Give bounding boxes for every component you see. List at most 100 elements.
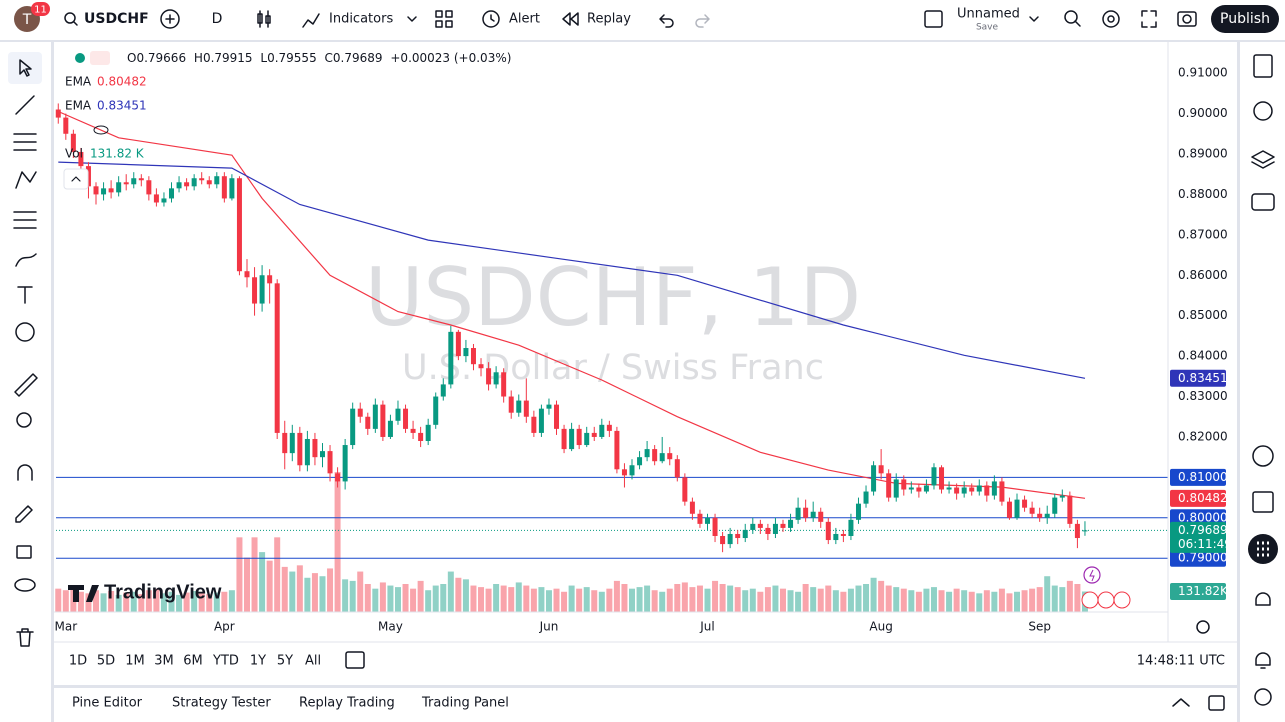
candle-body [780, 523, 786, 528]
candle-body [614, 430, 620, 470]
y-tick-label: 0.90000 [1178, 106, 1228, 120]
volume-bar [425, 590, 432, 612]
range-button[interactable]: 1Y [250, 654, 266, 669]
line-tool[interactable] [15, 95, 35, 115]
layouts[interactable] [435, 10, 453, 28]
chats[interactable] [1251, 193, 1275, 211]
candle-body [561, 428, 567, 450]
alerts-panel[interactable] [1253, 101, 1273, 121]
candle-body [55, 109, 61, 118]
event-flag[interactable] [1081, 591, 1099, 609]
go-to-date[interactable] [345, 651, 365, 669]
quick-search[interactable] [1064, 10, 1078, 24]
notifications[interactable] [1255, 592, 1271, 606]
calendar[interactable] [1252, 491, 1274, 513]
candle-body [833, 533, 839, 541]
range-button[interactable]: 1M [125, 654, 145, 669]
lock-tool[interactable] [16, 545, 32, 559]
visibility-toggle[interactable] [93, 125, 109, 135]
replay-button[interactable]: Replay [587, 12, 631, 27]
undo[interactable] [659, 14, 674, 28]
candle-body [863, 491, 869, 504]
range-button[interactable]: 5Y [277, 654, 293, 669]
bottom-panel [54, 688, 1237, 722]
collapse-legend[interactable] [63, 168, 89, 190]
range-button[interactable]: 1D [69, 654, 87, 669]
help[interactable] [1254, 688, 1272, 706]
notifications[interactable] [1255, 652, 1271, 669]
candle-body [727, 533, 733, 545]
fullscreen[interactable] [1141, 10, 1157, 28]
volume-bar [1014, 591, 1021, 612]
screenshot[interactable] [1177, 11, 1197, 27]
volume-bar [802, 584, 809, 612]
event-flag[interactable] [1097, 591, 1115, 609]
drawing-mode[interactable] [15, 505, 33, 523]
range-button[interactable]: All [305, 654, 321, 669]
projection-tool[interactable] [13, 211, 37, 229]
watchlist[interactable] [1253, 54, 1273, 78]
fib-tool[interactable] [13, 133, 37, 151]
cursor-tool[interactable] [19, 59, 32, 77]
zoom-tool[interactable] [16, 412, 32, 428]
range-button[interactable]: 6M [183, 654, 203, 669]
data-window[interactable] [1251, 150, 1275, 169]
volume-tag-label: 131.82K [1178, 584, 1229, 598]
range-button[interactable]: 5D [97, 654, 115, 669]
volume-bar [538, 587, 545, 612]
text-tool[interactable] [17, 286, 33, 304]
axis-settings[interactable] [1196, 620, 1210, 634]
line-price-tag [1170, 468, 1226, 486]
hide-tool[interactable] [14, 578, 36, 592]
volume-bar [485, 588, 492, 612]
dropdown[interactable] [1029, 16, 1039, 22]
brush-tool[interactable] [15, 253, 37, 267]
range-button[interactable]: 3M [154, 654, 174, 669]
save-label[interactable]: Save [976, 23, 999, 33]
volume-bar [666, 588, 673, 612]
collapse-panel[interactable] [1172, 698, 1190, 707]
bottom-tab[interactable]: Pine Editor [72, 696, 143, 711]
trading[interactable] [1252, 445, 1274, 467]
volume-bar [1051, 585, 1058, 612]
volume-bar [1066, 580, 1073, 612]
volume-bar [123, 592, 130, 612]
volume-bar [621, 584, 628, 612]
bottom-tab[interactable]: Trading Panel [421, 696, 509, 711]
alert-button[interactable]: Alert [509, 12, 540, 27]
indicators-button[interactable]: Indicators [329, 12, 393, 27]
tool-active[interactable] [8, 52, 42, 84]
layout-name[interactable]: Unnamed [957, 7, 1020, 22]
event-flag[interactable] [1113, 591, 1131, 609]
ruler-tool[interactable] [14, 373, 38, 397]
volume-bar [757, 591, 764, 612]
dropdown[interactable] [407, 16, 417, 22]
bottom-tab[interactable]: Replay Trading [299, 696, 395, 711]
layout-icon[interactable] [924, 10, 943, 28]
volume-bar [946, 591, 953, 612]
symbol[interactable]: USDCHF [84, 11, 149, 27]
interval[interactable]: D [212, 11, 223, 27]
candle-body [448, 331, 454, 385]
chart-type[interactable] [257, 10, 271, 28]
volume-bar [893, 587, 900, 612]
volume-bar [108, 591, 115, 612]
event-icon[interactable] [1083, 566, 1101, 584]
publish-button[interactable] [1211, 5, 1279, 33]
pattern-tool[interactable] [15, 171, 37, 189]
volume-bar [432, 585, 439, 612]
volume-bar [455, 577, 462, 612]
bottom-tab[interactable]: Strategy Tester [172, 696, 271, 711]
redo[interactable] [695, 14, 710, 28]
range-button[interactable]: YTD [212, 654, 239, 669]
emoji-tool[interactable] [15, 322, 35, 342]
magnet-tool[interactable] [17, 464, 33, 481]
candle-body [108, 188, 114, 193]
settings[interactable] [1102, 10, 1120, 28]
delete-tool[interactable] [16, 628, 34, 647]
candle-body [538, 408, 544, 433]
candle-body [637, 457, 643, 466]
add-symbol[interactable] [160, 9, 180, 29]
maximize-panel[interactable] [1208, 695, 1225, 711]
